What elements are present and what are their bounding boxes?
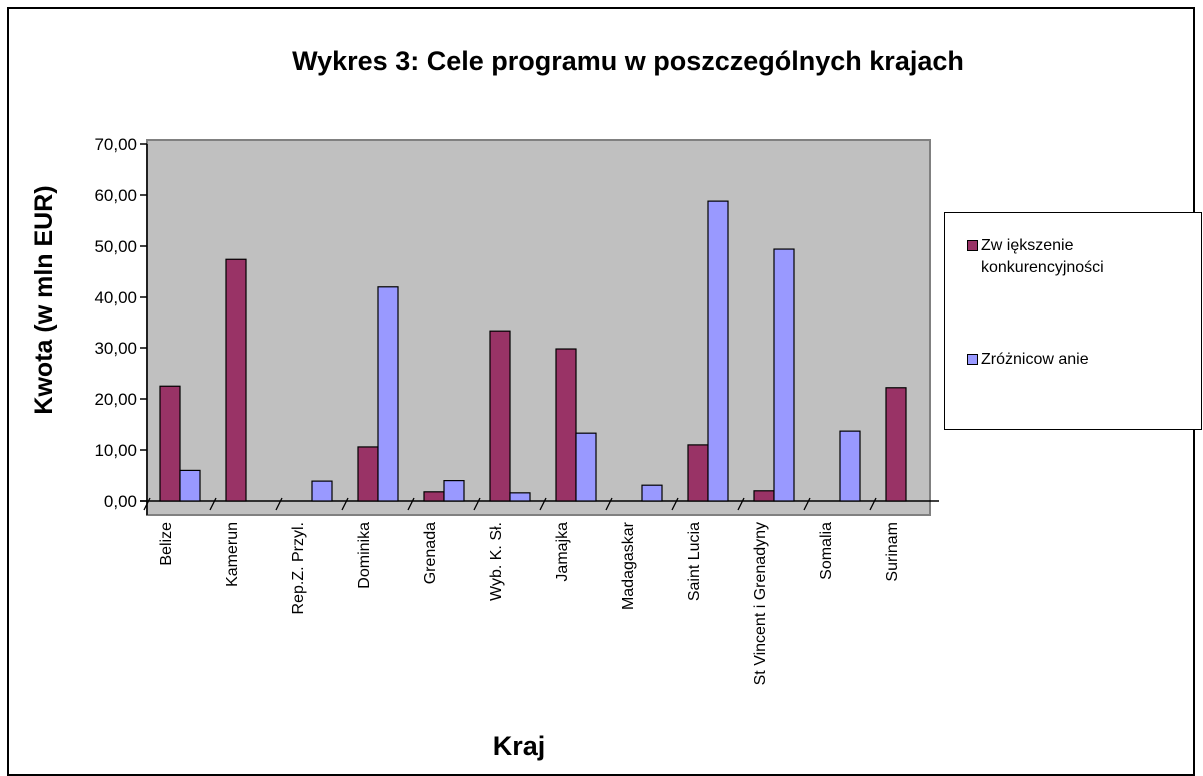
bar bbox=[641, 484, 663, 502]
x-tick-label: Grenada bbox=[422, 522, 439, 584]
x-tick bbox=[341, 497, 349, 511]
y-tick-label: 10,00 bbox=[94, 441, 137, 460]
y-tick-label: 70,00 bbox=[94, 135, 137, 154]
x-tick-label: Dominika bbox=[356, 522, 373, 589]
x-tick-label: Kamerun bbox=[224, 522, 241, 587]
x-tick bbox=[143, 497, 151, 511]
x-tick-label: Wyb. K. Sł. bbox=[488, 522, 505, 601]
x-tick bbox=[605, 497, 613, 511]
bar bbox=[489, 330, 511, 502]
bar bbox=[179, 469, 201, 502]
bar bbox=[555, 348, 577, 502]
x-tick bbox=[275, 497, 283, 511]
bar bbox=[423, 491, 445, 502]
x-tick-label: Surinam bbox=[884, 522, 901, 582]
y-tick-label: 60,00 bbox=[94, 186, 137, 205]
bar bbox=[159, 385, 181, 502]
bar bbox=[839, 430, 861, 502]
y-tick-label: 50,00 bbox=[94, 237, 137, 256]
x-tick-label: Saint Lucia bbox=[686, 522, 703, 601]
x-tick-label: Belize bbox=[158, 522, 175, 566]
x-tick-label: Madagaskar bbox=[620, 521, 637, 610]
plot-area bbox=[146, 139, 931, 516]
x-tick bbox=[407, 497, 415, 511]
bar bbox=[225, 258, 247, 502]
bar bbox=[753, 490, 775, 502]
chart-title: Wykres 3: Cele programu w poszczególnych… bbox=[292, 46, 964, 76]
x-tick bbox=[539, 497, 547, 511]
x-tick bbox=[737, 497, 745, 511]
y-axis-label: Kwota (w mln EUR) bbox=[30, 185, 58, 414]
bar bbox=[443, 480, 465, 502]
bar bbox=[357, 446, 379, 502]
bar bbox=[885, 387, 907, 502]
x-tick bbox=[803, 497, 811, 511]
x-tick bbox=[473, 497, 481, 511]
x-axis-label: Kraj bbox=[493, 731, 546, 761]
bar bbox=[311, 480, 333, 502]
legend-swatch bbox=[967, 354, 978, 365]
x-tick-label: St Vincent i Grenadyny bbox=[752, 522, 769, 685]
bar bbox=[687, 444, 709, 502]
y-tick-label: 0,00 bbox=[104, 492, 137, 511]
legend-label: Zw iększenie konkurencyjności bbox=[981, 237, 1104, 276]
legend-swatch bbox=[967, 240, 978, 251]
x-tick-label: Jamajka bbox=[554, 522, 571, 582]
y-tick-label: 30,00 bbox=[94, 339, 137, 358]
bar bbox=[773, 248, 795, 502]
legend-label: Zróżnicow anie bbox=[981, 351, 1089, 368]
x-tick bbox=[209, 497, 217, 511]
bar bbox=[575, 432, 597, 502]
bar bbox=[707, 200, 729, 502]
x-tick bbox=[869, 497, 877, 511]
y-tick-label: 40,00 bbox=[94, 288, 137, 307]
legend-item: Zw iększenie konkurencyjności bbox=[967, 235, 1191, 279]
bar bbox=[509, 492, 531, 502]
x-tick-label: Rep.Z. Przyl. bbox=[290, 522, 307, 614]
bar bbox=[377, 286, 399, 502]
x-tick bbox=[671, 497, 679, 511]
y-tick-label: 20,00 bbox=[94, 390, 137, 409]
legend-item: Zróżnicow anie bbox=[967, 349, 1191, 371]
legend: Zw iększenie konkurencyjności Zróżnicow a… bbox=[944, 212, 1202, 430]
x-tick-label: Somalia bbox=[818, 522, 835, 580]
